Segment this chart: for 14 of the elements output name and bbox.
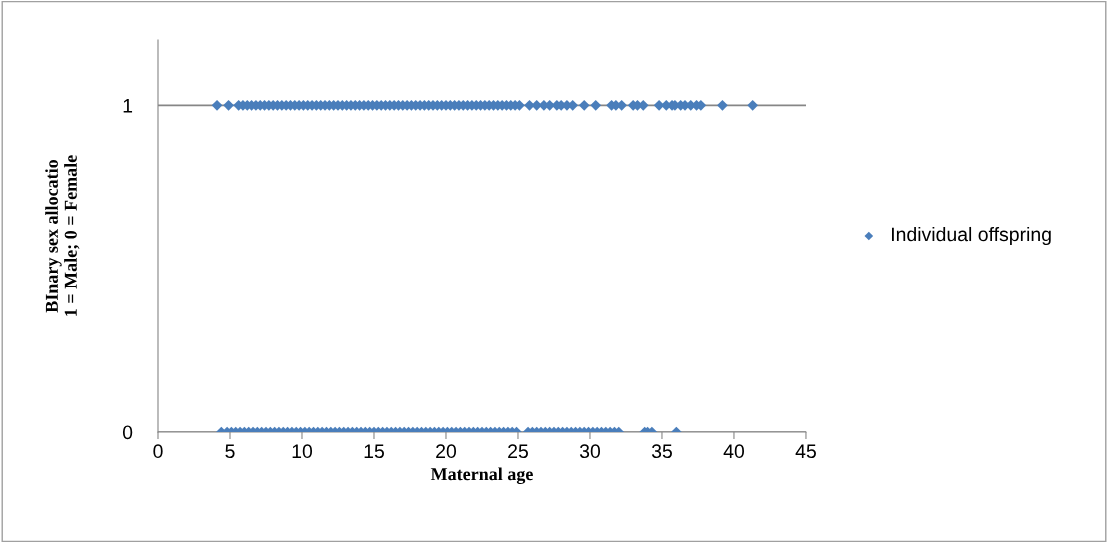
x-tick-label: 10	[292, 444, 313, 459]
x-tick-label: 15	[364, 444, 384, 459]
x-tick-label: 45	[795, 444, 816, 459]
x-tick-label: 25	[508, 444, 528, 459]
x-axis-title: Maternal age	[430, 467, 533, 485]
x-tick-label: 30	[579, 444, 601, 459]
x-tick-label: 0	[153, 444, 163, 459]
x-tick-label: 35	[651, 444, 672, 459]
y-axis-title: BInary sex allocatio 1 = Male; 0 = Female	[45, 155, 80, 316]
x-tick-label: 5	[225, 444, 235, 459]
x-tick-label: 20	[436, 444, 457, 459]
x-tick-label: 40	[723, 444, 745, 459]
y-tick-label: 1	[123, 99, 133, 113]
legend-label: Individual offspring	[892, 226, 1051, 246]
